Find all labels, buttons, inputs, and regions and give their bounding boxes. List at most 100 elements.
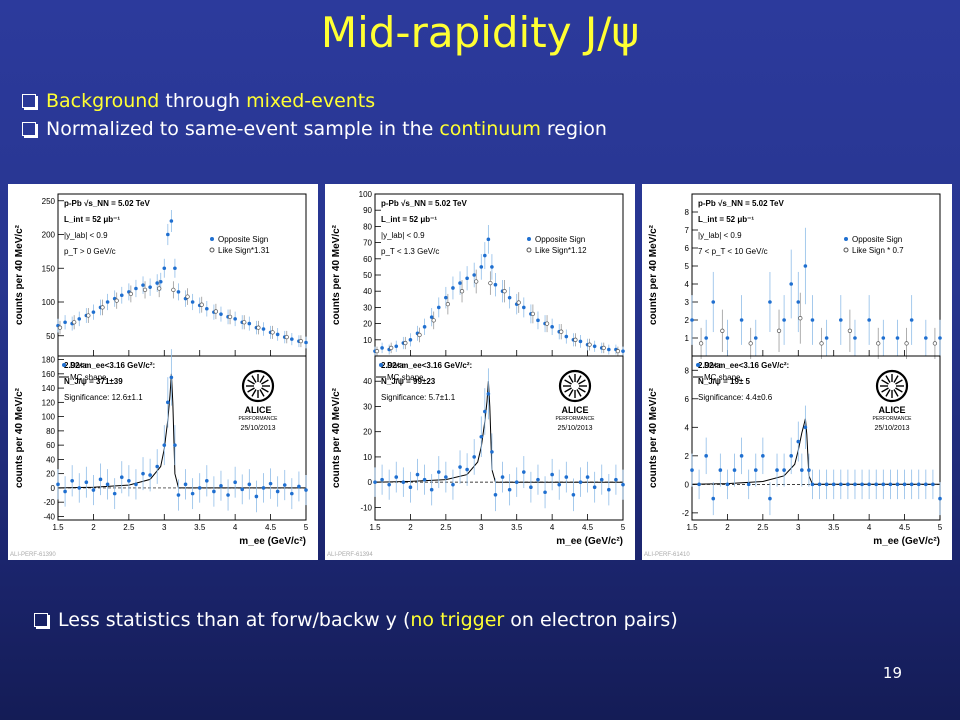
y-tick-label: -40: [43, 512, 55, 521]
legend-marker-data: [527, 237, 531, 241]
highlight-background: Background: [46, 90, 160, 112]
y-tick-label: 4: [685, 280, 690, 289]
data-point-opposite-sign: [176, 290, 181, 294]
data-point-like-sign: [389, 345, 394, 351]
data-point: [846, 482, 850, 487]
data-point: [916, 482, 921, 487]
data-point: [522, 470, 526, 474]
alice-performance: PERFORMANCE: [873, 416, 913, 422]
data-point-opposite-sign: [91, 310, 96, 314]
data-point-like-sign: [819, 341, 824, 346]
alice-logo-spoke: [247, 379, 255, 385]
data-point-opposite-sign: [275, 332, 280, 337]
x-tick-label: 1.5: [52, 523, 64, 532]
data-point-opposite-sign: [564, 334, 569, 339]
x-tick-label: 3: [479, 523, 484, 532]
data-point-like-sign: [171, 287, 176, 292]
data-point-opposite-sign: [938, 336, 942, 340]
data-point-opposite-sign: [486, 237, 491, 242]
alice-performance: PERFORMANCE: [239, 416, 279, 422]
data-point-like-sign: [270, 330, 275, 335]
data-point-like-sign: [199, 302, 204, 307]
legend-label: Like Sign*1.12: [535, 246, 587, 255]
x-tick-label: 2: [725, 523, 730, 532]
data-point-like-sign: [128, 291, 134, 297]
data-point: [490, 450, 494, 454]
y-tick-label: 70: [363, 239, 372, 248]
data-point-like-sign: [488, 280, 493, 286]
info-text: |y_lab| < 0.9: [64, 231, 108, 240]
y-tick-label: 120: [42, 398, 56, 407]
data-point-opposite-sign: [444, 295, 448, 300]
data-point: [401, 480, 406, 484]
data-point-like-sign: [615, 348, 621, 354]
y-tick-label: 200: [42, 231, 56, 240]
data-point: [817, 482, 822, 487]
y-tick-label: 60: [363, 255, 372, 264]
x-tick-label: 4: [233, 523, 238, 532]
data-point: [155, 464, 159, 469]
x-axis-label: m_ee (GeV/c²): [873, 536, 940, 547]
x-tick-label: 1.5: [369, 523, 381, 532]
data-point-opposite-sign: [536, 318, 540, 323]
data-point-like-sign: [100, 305, 105, 310]
data-point: [183, 482, 188, 487]
data-point-opposite-sign: [422, 325, 427, 329]
y-tick-label: 0: [51, 484, 56, 493]
data-point: [690, 468, 694, 472]
data-point: [190, 491, 195, 496]
data-point: [599, 477, 604, 482]
data-point-opposite-sign: [789, 282, 793, 286]
data-point: [173, 443, 177, 447]
y-tick-label: 50: [46, 332, 55, 341]
data-point: [472, 455, 476, 459]
data-point: [853, 482, 857, 487]
legend-label: MC shape: [70, 373, 107, 382]
info-text: p_T > 0 GeV/c: [64, 247, 116, 256]
data-point: [219, 483, 223, 488]
data-point-opposite-sign: [483, 253, 487, 258]
legend-label: Like Sign * 0.7: [852, 246, 904, 255]
alice-name: ALICE: [245, 405, 272, 415]
data-point: [550, 472, 554, 477]
legend-marker-like-sign: [843, 247, 849, 253]
data-point: [571, 492, 576, 497]
data-point: [304, 488, 308, 492]
data-point-opposite-sign: [621, 349, 625, 353]
data-point: [761, 454, 765, 458]
data-point: [500, 475, 505, 479]
y-tick-label: 40: [363, 287, 372, 296]
data-point-opposite-sign: [380, 346, 384, 350]
data-point: [91, 488, 96, 492]
data-point-like-sign: [776, 328, 782, 333]
data-point: [895, 482, 900, 487]
data-point: [782, 468, 786, 472]
data-point-opposite-sign: [803, 264, 808, 268]
data-point: [493, 492, 498, 497]
y-tick-label: 8: [685, 208, 690, 217]
data-point: [924, 482, 928, 487]
data-point-opposite-sign: [479, 265, 484, 269]
data-point: [451, 482, 455, 487]
data-point: [373, 480, 377, 484]
legend-label: Data: [70, 361, 87, 370]
y-tick-label: 140: [42, 384, 56, 393]
data-point: [732, 468, 737, 472]
data-point: [127, 478, 131, 483]
figure-id: ALI-PERF-61410: [644, 552, 690, 558]
legend-marker-like-sign: [209, 247, 215, 253]
data-point: [176, 493, 181, 497]
alice-logo-spoke: [578, 379, 586, 385]
data-point-opposite-sign: [796, 300, 801, 304]
data-point: [436, 470, 441, 474]
data-point: [718, 468, 723, 472]
data-point-like-sign: [932, 341, 938, 346]
data-point-like-sign: [698, 341, 704, 346]
x-axis-label: m_ee (GeV/c²): [556, 536, 623, 547]
data-point: [169, 375, 174, 380]
alice-logo-spoke: [881, 387, 889, 393]
data-point-opposite-sign: [490, 265, 494, 269]
data-point-like-sign: [876, 341, 881, 346]
page-number: 19: [882, 664, 902, 682]
y-tick-label: -10: [360, 503, 372, 512]
